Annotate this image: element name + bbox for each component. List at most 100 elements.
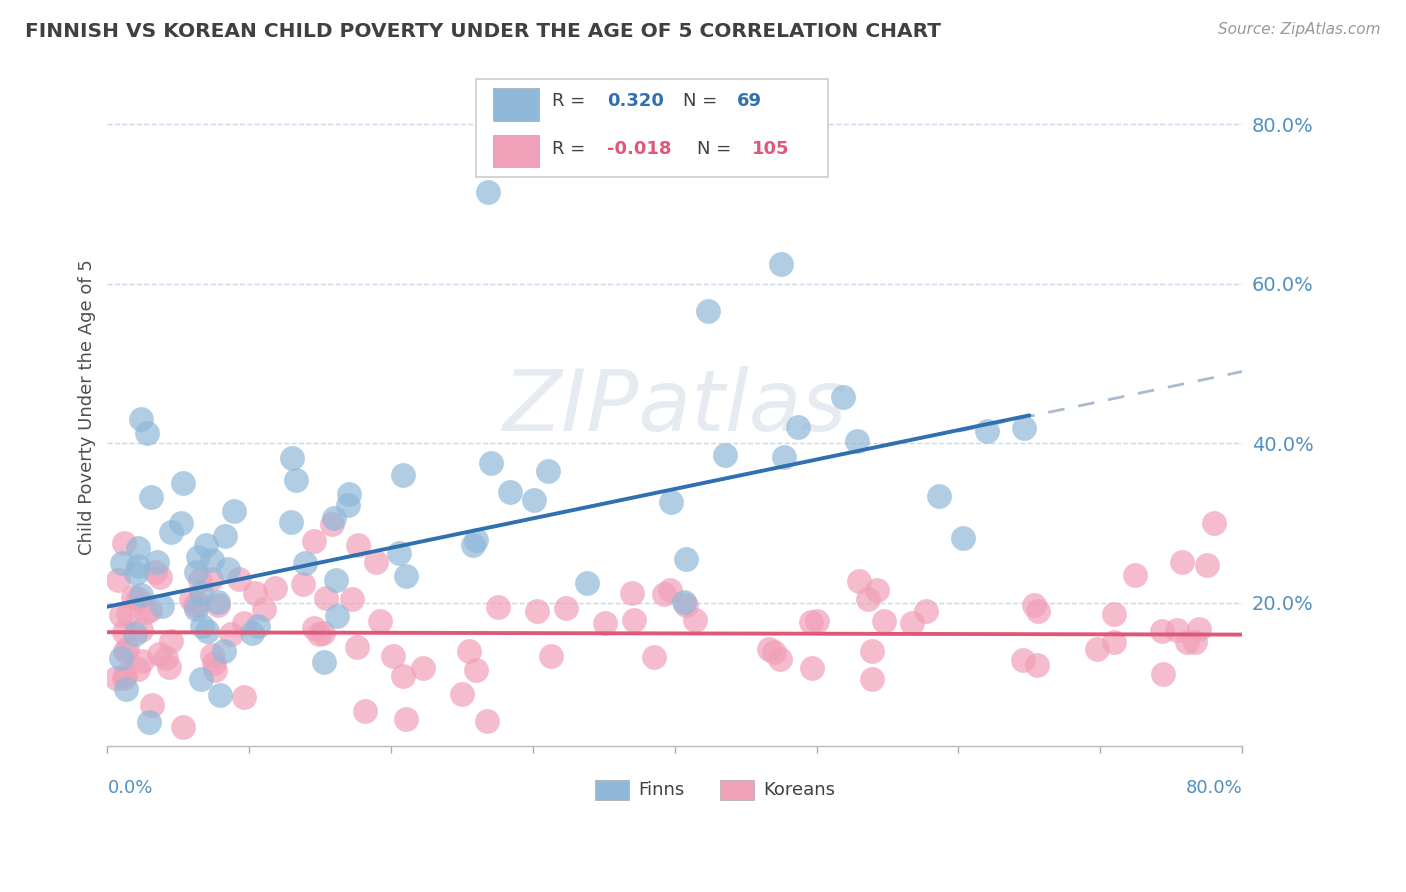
Point (1022, 598, 1045, 612)
Point (112, 624, 135, 639)
Point (115, 642, 138, 657)
Point (160, 634, 183, 648)
Point (346, 640, 368, 654)
Point (155, 651, 177, 665)
Point (337, 487, 360, 501)
Point (848, 574, 870, 588)
Point (388, 546, 411, 560)
Point (314, 655, 336, 669)
Point (214, 644, 236, 658)
Point (658, 583, 681, 598)
Point (124, 566, 146, 581)
Point (465, 663, 488, 677)
Point (209, 689, 232, 703)
Point (188, 573, 211, 587)
Text: N =: N = (683, 92, 723, 110)
Point (450, 687, 472, 701)
Point (1184, 635, 1206, 649)
Point (195, 538, 218, 552)
Point (336, 498, 359, 512)
Point (127, 541, 149, 555)
Text: N =: N = (697, 140, 738, 159)
Point (866, 582, 889, 597)
Point (486, 600, 509, 615)
Point (302, 534, 325, 549)
Point (201, 553, 224, 567)
Point (773, 450, 796, 464)
Point (281, 450, 304, 465)
Point (214, 528, 236, 542)
Point (172, 721, 194, 735)
Point (1175, 635, 1198, 649)
FancyBboxPatch shape (494, 135, 538, 167)
Point (382, 648, 405, 663)
Point (107, 573, 129, 587)
Point (202, 656, 225, 670)
Point (190, 619, 212, 633)
Point (463, 538, 485, 552)
Point (714, 448, 737, 462)
Point (1012, 421, 1035, 435)
Point (800, 615, 823, 630)
Point (135, 605, 157, 619)
Point (240, 626, 263, 640)
Point (160, 524, 183, 539)
Point (233, 615, 256, 630)
Point (323, 511, 346, 525)
Point (127, 559, 149, 574)
Point (207, 594, 229, 608)
Text: R =: R = (553, 92, 592, 110)
Point (391, 669, 413, 683)
Point (121, 590, 143, 604)
Text: Finns: Finns (638, 781, 685, 799)
Point (593, 615, 616, 630)
Point (204, 663, 226, 677)
Point (149, 570, 172, 584)
Point (104, 671, 127, 685)
Point (675, 552, 697, 566)
Point (110, 651, 132, 665)
Text: -0.018: -0.018 (607, 140, 671, 159)
Point (263, 582, 285, 596)
Point (172, 475, 194, 490)
Point (325, 573, 347, 587)
Point (540, 648, 562, 663)
Point (395, 712, 418, 726)
Text: ZIPatlas: ZIPatlas (503, 366, 846, 449)
Point (860, 672, 883, 686)
Point (801, 661, 824, 675)
Point (243, 585, 266, 599)
Point (1171, 555, 1194, 569)
Point (308, 627, 330, 641)
Point (673, 594, 696, 608)
Point (786, 419, 808, 434)
Point (1202, 516, 1225, 530)
Point (228, 572, 250, 586)
Point (763, 645, 786, 659)
Point (292, 577, 315, 591)
Point (170, 516, 193, 530)
Point (1197, 558, 1219, 573)
Point (643, 650, 665, 665)
Point (315, 591, 337, 606)
Point (806, 615, 828, 629)
Point (769, 652, 792, 666)
Point (845, 434, 868, 448)
Point (683, 613, 706, 627)
Point (114, 681, 136, 696)
Point (217, 561, 239, 575)
Point (190, 672, 212, 686)
Point (914, 604, 936, 618)
Point (1085, 641, 1108, 656)
Point (555, 601, 578, 615)
Point (412, 661, 434, 675)
Point (150, 599, 173, 613)
Point (659, 495, 682, 509)
Point (190, 585, 212, 599)
Point (184, 598, 207, 612)
Point (321, 516, 343, 531)
Point (326, 608, 349, 623)
Text: 69: 69 (737, 92, 762, 110)
Point (221, 626, 243, 640)
Point (117, 607, 139, 621)
